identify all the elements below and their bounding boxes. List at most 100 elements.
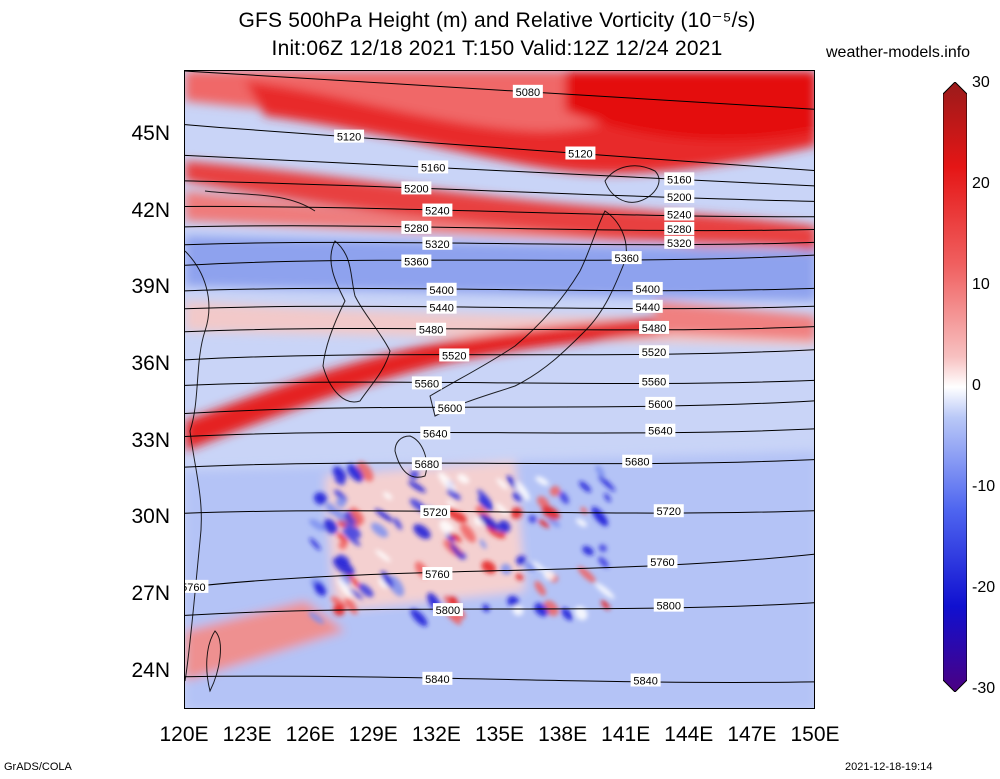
vorticity-cell (598, 475, 616, 492)
vorticity-cell (500, 563, 512, 575)
contour-label-bg (647, 555, 678, 569)
contour-label: 5480 (642, 323, 666, 335)
lon-tick-label: 150E (790, 723, 840, 746)
contour-label: 5280 (404, 223, 428, 235)
vorticity-cell (601, 600, 610, 610)
height-contour-line (185, 602, 814, 616)
lon-tick-label: 144E (664, 723, 714, 746)
vorticity-cell (445, 506, 467, 523)
lat-tick-label: 27N (131, 581, 170, 605)
colorbar-tick-label: 0 (972, 377, 981, 394)
contour-label: 5760 (185, 582, 206, 594)
vorticity-cell (528, 514, 537, 524)
height-contours: 5080 5120 5120 5160 5160 5200 5200 5240 5240 5280… (185, 71, 814, 688)
contour-label: 5440 (429, 303, 453, 315)
contour-label: 5160 (421, 162, 445, 174)
contour-label-bg (632, 281, 663, 295)
contour-label: 5080 (516, 87, 540, 99)
vorticity-cell (346, 587, 364, 600)
vorticity-cell (413, 524, 431, 539)
contour-label: 5560 (642, 377, 666, 389)
vorticity-cell (543, 569, 555, 581)
contour-label: 5400 (635, 284, 659, 296)
vorticity-cell (514, 481, 531, 501)
vorticity-cell (598, 556, 609, 568)
vorticity-cell (325, 502, 339, 517)
vorticity-cell (380, 571, 394, 588)
vorticity-cell (482, 604, 490, 612)
vorticity-cell (309, 519, 326, 531)
contour-label-bg (664, 221, 695, 235)
contour-label: 5320 (425, 239, 449, 251)
lat-tick-label: 33N (131, 428, 170, 452)
contour-label: 5680 (625, 457, 649, 469)
vorticity-cell (337, 577, 353, 599)
vorticity-cell (370, 522, 389, 538)
contour-label: 5840 (633, 676, 657, 688)
contour-label-bg (422, 671, 453, 685)
contour-label-bg (630, 673, 661, 687)
contour-label: 5120 (337, 132, 361, 144)
contour-label: 5640 (423, 428, 447, 440)
vorticity-cell (524, 562, 536, 572)
contour-label-bg (334, 129, 365, 143)
contour-label: 5240 (425, 206, 449, 218)
colorbar-tick-label: -10 (972, 478, 996, 495)
contour-label: 5800 (436, 605, 460, 617)
height-contour-line (185, 379, 814, 386)
contour-label-bg (401, 181, 432, 195)
height-contour-line (185, 459, 814, 468)
vorticity-cell (313, 582, 327, 596)
contour-label: 5600 (438, 403, 462, 415)
height-contour-line (185, 553, 814, 588)
vorticity-cell (577, 566, 596, 583)
contour-label: 5720 (657, 506, 681, 518)
height-contour-line (185, 400, 814, 415)
vorticity-cell (548, 516, 561, 528)
vorticity-cell (603, 493, 611, 502)
contour-label: 5440 (635, 302, 659, 314)
vorticity-cell (515, 573, 524, 581)
vorticity-cell (335, 497, 346, 508)
height-contour-line (185, 349, 814, 361)
vorticity-cell (333, 489, 348, 502)
colorbar-tick-label: -20 (972, 579, 996, 596)
contour-label-bg (416, 322, 447, 336)
lat-tick-label: 30N (131, 505, 170, 529)
height-contour-line (185, 675, 814, 684)
height-contour-line (185, 510, 814, 514)
lon-tick-label: 147E (727, 723, 777, 746)
contour-label: 5560 (415, 378, 439, 390)
vorticity-cell (344, 571, 362, 589)
contour-label-bg (401, 254, 432, 268)
contour-label-bg (664, 189, 695, 203)
vorticity-cell (591, 506, 609, 527)
height-contour-line (185, 326, 814, 333)
contour-label: 5280 (667, 224, 691, 236)
vorticity-cell (534, 602, 549, 617)
vorticity-cell (439, 520, 455, 536)
vorticity-height-map: 5080 5120 5120 5160 5160 5200 5200 5240 5240 5280… (184, 70, 815, 709)
contour-label: 5480 (419, 325, 443, 337)
contour-label: 5800 (657, 601, 681, 613)
vorticity-cell (337, 520, 346, 528)
colorbar (942, 81, 968, 693)
chart-subtitle: Init:06Z 12/18 2021 T:150 Valid:12Z 12/2… (271, 37, 723, 60)
vorticity-cell (574, 606, 588, 621)
contour-label-bg (639, 320, 670, 334)
coastlines (185, 165, 660, 693)
lat-tick-label: 39N (131, 275, 170, 299)
contour-label-bg (401, 220, 432, 234)
lat-tick-label: 42N (131, 198, 170, 222)
vorticity-cell (309, 537, 321, 551)
contour-label: 5840 (425, 674, 449, 686)
contour-label-bg (653, 598, 684, 612)
contour-label: 5600 (648, 399, 672, 411)
contour-label-bg (645, 396, 676, 410)
site-credit[interactable]: weather-models.info (826, 44, 971, 61)
height-contour-line (185, 154, 814, 187)
contour-label-bg (420, 426, 451, 440)
lon-tick-label: 126E (285, 723, 335, 746)
lon-tick-label: 141E (601, 723, 651, 746)
vorticity-cell (460, 523, 476, 543)
